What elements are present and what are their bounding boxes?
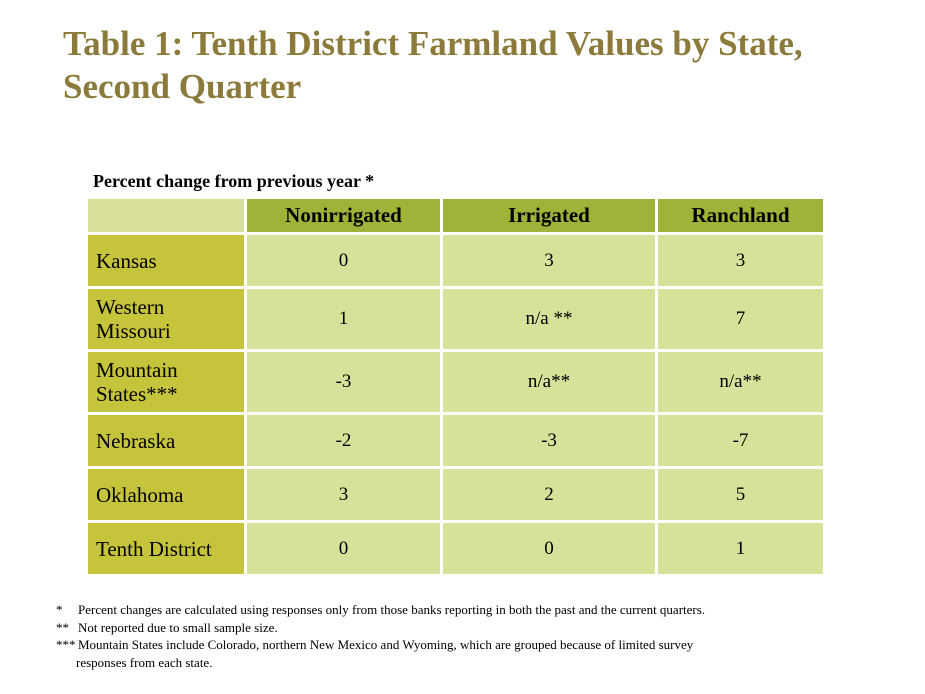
table-row: Tenth District 0 0 1 [85,520,826,577]
footnote-1: * Percent changes are calculated using re… [56,601,896,619]
row-label-nebraska: Nebraska [85,412,247,469]
table-corner-cell [85,196,247,235]
footnote-3-continued: responses from each state. [56,654,896,672]
table-row: Nebraska -2 -3 -7 [85,412,826,469]
footnote-mark: *** [56,637,76,652]
table-cell: -7 [655,412,826,469]
table-cell: -3 [440,412,658,469]
table-cell: 1 [655,520,826,577]
footnotes: * Percent changes are calculated using re… [56,601,896,671]
footnote-2: ** Not reported due to small sample size. [56,619,896,637]
footnote-3: *** Mountain States include Colorado, nor… [56,636,896,654]
table-cell: n/a** [655,349,826,415]
table-row: Western Missouri 1 n/a ** 7 [85,286,826,352]
footnote-text: Mountain States include Colorado, northe… [78,637,694,652]
table-cell: 0 [244,520,443,577]
table-cell: 7 [655,286,826,352]
table-cell: 0 [440,520,658,577]
row-label-tenth-district: Tenth District [85,520,247,577]
footnote-text: Percent changes are calculated using res… [78,602,706,617]
column-header-ranchland: Ranchland [655,196,826,235]
table-cell: 3 [244,466,443,523]
table-cell: 3 [440,232,658,289]
footnote-text: Not reported due to small sample size. [78,619,278,635]
column-header-nonirrigated: Nonirrigated [244,196,443,235]
footnote-mark: ** [56,619,69,635]
table-cell: n/a ** [440,286,658,352]
table-cell: 2 [440,466,658,523]
table-cell: -2 [244,412,443,469]
row-label-mountain-states: Mountain States*** [85,349,247,415]
row-label-oklahoma: Oklahoma [85,466,247,523]
row-label-western-missouri: Western Missouri [85,286,247,352]
footnote-text: responses from each state. [76,654,213,670]
table-cell: 5 [655,466,826,523]
table-cell: n/a** [440,349,658,415]
column-header-irrigated: Irrigated [440,196,658,235]
table-header-row: Nonirrigated Irrigated Ranchland [85,196,826,235]
table-row: Oklahoma 3 2 5 [85,466,826,523]
table-subtitle: Percent change from previous year * [93,171,375,191]
table-cell: -3 [244,349,443,415]
page-title: Table 1: Tenth District Farmland Values … [63,24,803,106]
table-row: Kansas 0 3 3 [85,232,826,289]
table-row: Mountain States*** -3 n/a** n/a** [85,349,826,415]
table-cell: 3 [655,232,826,289]
table-cell: 0 [244,232,443,289]
row-label-kansas: Kansas [85,232,247,289]
table-cell: 1 [244,286,443,352]
farmland-values-table: Nonirrigated Irrigated Ranchland Kansas … [85,196,826,577]
footnote-mark: * [56,602,63,617]
